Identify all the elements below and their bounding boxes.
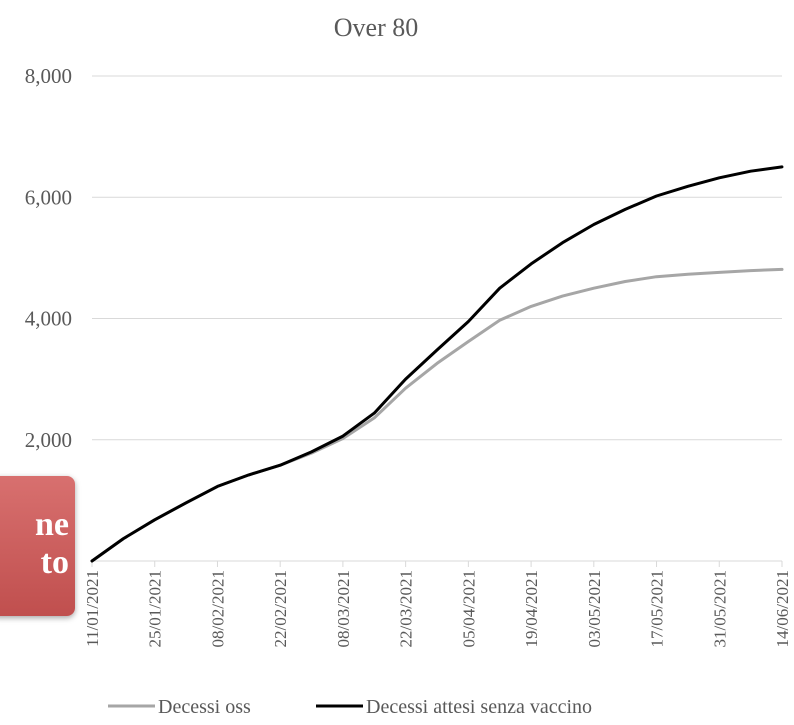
x-tick-label-5: 22/03/2021 bbox=[397, 570, 416, 647]
overlay-text-line-1: ne bbox=[35, 506, 69, 543]
x-tick-label-6: 05/04/2021 bbox=[459, 570, 478, 647]
chart-title: Over 80 bbox=[334, 13, 418, 42]
y-tick-label-4: 8,000 bbox=[25, 64, 72, 88]
series-lines bbox=[90, 165, 784, 563]
series-line-0 bbox=[90, 267, 784, 563]
x-tick-label-4: 08/03/2021 bbox=[334, 570, 353, 647]
y-tick-label-1: 2,000 bbox=[25, 428, 72, 452]
y-tick-label-2: 4,000 bbox=[25, 307, 72, 331]
x-tick-label-2: 08/02/2021 bbox=[208, 570, 227, 647]
x-tick-label-9: 17/05/2021 bbox=[648, 570, 667, 647]
x-axis-tick-labels: 11/01/2021 25/01/2021 08/02/2021 22/02/2021… bbox=[83, 570, 792, 647]
gridlines bbox=[92, 75, 782, 441]
x-tick-label-8: 03/05/2021 bbox=[585, 570, 604, 647]
x-tick-label-3: 22/02/2021 bbox=[271, 570, 290, 647]
legend: Decessi oss Decessi attesi senza vaccino bbox=[108, 696, 592, 718]
legend-label-0: Decessi oss bbox=[158, 696, 251, 718]
x-tick-label-0: 11/01/2021 bbox=[83, 570, 102, 647]
overlay-badge: ne to bbox=[0, 476, 75, 616]
y-tick-label-3: 6,000 bbox=[25, 185, 72, 209]
overlay-text-line-2: to bbox=[40, 544, 69, 581]
x-tick-label-11: 14/06/2021 bbox=[773, 570, 792, 647]
legend-label-1: Decessi attesi senza vaccino bbox=[366, 696, 592, 718]
x-axis-tick-marks bbox=[91, 561, 783, 567]
x-tick-label-7: 19/04/2021 bbox=[522, 570, 541, 647]
x-tick-label-1: 25/01/2021 bbox=[146, 570, 165, 647]
series-line-1 bbox=[90, 165, 784, 563]
x-tick-label-10: 31/05/2021 bbox=[710, 570, 729, 647]
